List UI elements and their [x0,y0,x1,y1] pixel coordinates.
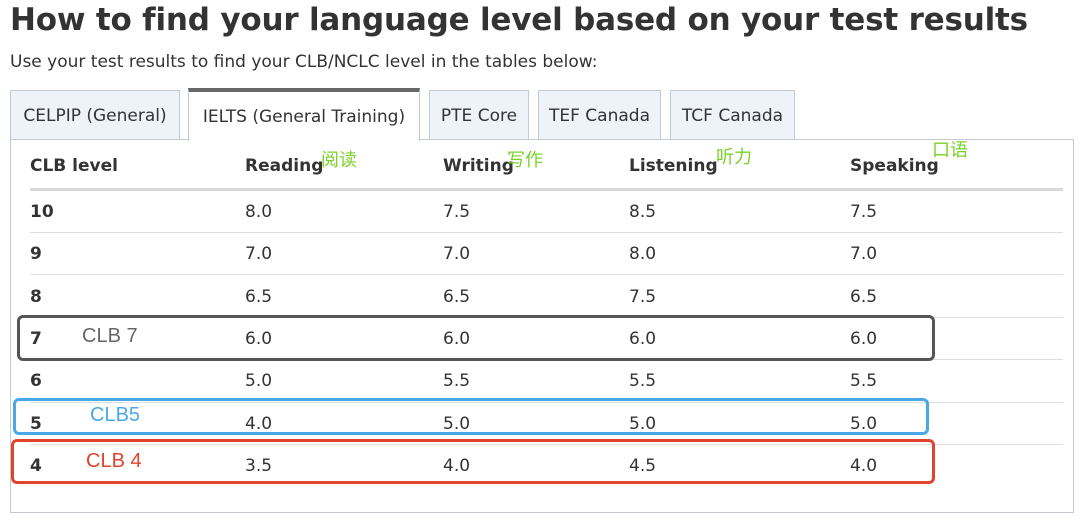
listening-cell: 8.5 [629,202,657,222]
reading-cell: 6.5 [245,287,273,307]
tab-tef-canada[interactable]: TEF Canada [538,90,661,140]
listening-cell: 7.5 [629,287,657,307]
clb7-highlight-box [17,315,935,361]
clb4-annotation: CLB 4 [86,450,142,472]
clb-level-cell: 5 [30,414,42,434]
listening-cell: 4.5 [629,456,657,476]
row-divider [30,444,1063,445]
row-divider [30,232,1063,233]
header-speaking: Speaking [850,156,939,176]
listening-cell: 5.0 [629,414,657,434]
reading-cell: 8.0 [245,202,273,222]
writing-cell: 5.0 [443,414,471,434]
listening-cell: 6.0 [629,329,657,349]
speaking-cell: 5.5 [850,371,878,391]
clb7-annotation: CLB 7 [82,325,138,347]
reading-cell: 5.0 [245,371,273,391]
clb-level-cell: 10 [30,202,54,222]
header-listening: Listening [629,156,718,176]
clb4-highlight-box [11,439,935,484]
tab-celpip[interactable]: CELPIP (General) [10,90,180,140]
page-subtitle: Use your test results to find your CLB/N… [10,52,598,72]
writing-cell: 7.0 [443,244,471,264]
speaking-cell: 4.0 [850,456,878,476]
reading-cn-annotation: 阅读 [321,150,357,171]
writing-cell: 4.0 [443,456,471,476]
reading-cell: 7.0 [245,244,273,264]
listening-cn-annotation: 听力 [716,147,752,168]
tab-pte-core[interactable]: PTE Core [429,90,529,140]
clb5-highlight-box [13,398,929,435]
ielts-table-panel: CLB level Reading Writing Listening Spea… [10,139,1074,513]
speaking-cell: 5.0 [850,414,878,434]
writing-cell: 6.0 [443,329,471,349]
header-writing: Writing [443,156,514,176]
tab-tcf-canada[interactable]: TCF Canada [670,90,795,140]
writing-cell: 7.5 [443,202,471,222]
header-clb-level: CLB level [30,156,118,176]
clb-level-cell: 9 [30,244,42,264]
header-divider [30,188,1063,191]
speaking-cell: 7.5 [850,202,878,222]
reading-cell: 4.0 [245,414,273,434]
row-divider [30,402,1063,403]
reading-cell: 6.0 [245,329,273,349]
row-divider [30,274,1063,275]
tab-ielts[interactable]: IELTS (General Training) [188,88,420,141]
speaking-cell: 6.5 [850,287,878,307]
writing-cell: 6.5 [443,287,471,307]
listening-cell: 8.0 [629,244,657,264]
page-title: How to find your language level based on… [10,2,1028,38]
listening-cell: 5.5 [629,371,657,391]
header-reading: Reading [245,156,324,176]
speaking-cell: 6.0 [850,329,878,349]
writing-cell: 5.5 [443,371,471,391]
clb5-annotation: CLB5 [90,404,141,426]
speaking-cell: 7.0 [850,244,878,264]
clb-level-cell: 6 [30,371,42,391]
clb-level-cell: 8 [30,287,42,307]
speaking-cn-annotation: 口语 [932,140,968,161]
clb-level-cell: 7 [30,329,42,349]
clb-level-cell: 4 [30,456,42,476]
writing-cn-annotation: 写作 [507,150,543,171]
reading-cell: 3.5 [245,456,273,476]
